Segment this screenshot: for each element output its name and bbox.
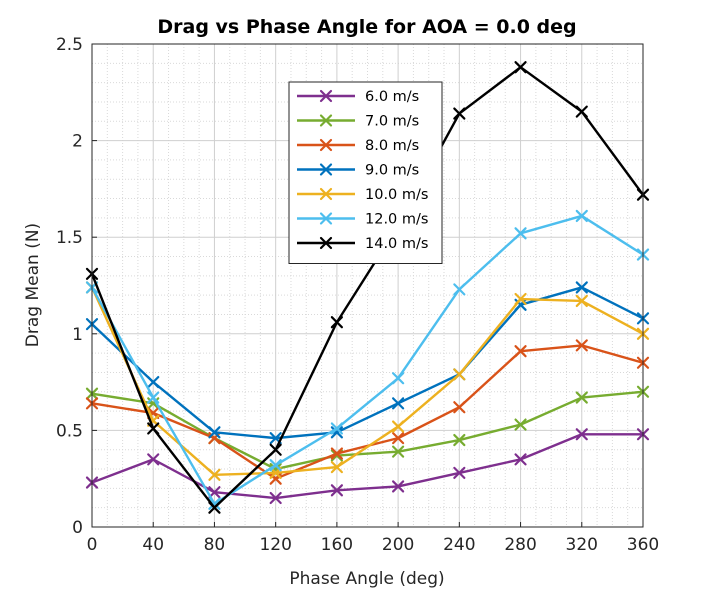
legend-item: 9.0 m/s bbox=[297, 163, 419, 179]
data-point-marker bbox=[330, 484, 343, 497]
x-tick-label: 160 bbox=[321, 535, 353, 555]
x-tick-label: 40 bbox=[142, 535, 164, 555]
legend-item: 7.0 m/s bbox=[297, 114, 419, 130]
legend-marker bbox=[319, 212, 333, 225]
series-line bbox=[91, 286, 644, 440]
legend: 6.0 m/s 7.0 m/s 8.0 m/s 9.0 m/s 10.0 m/s 12.0… bbox=[288, 81, 443, 264]
series-layer bbox=[85, 61, 650, 514]
data-point-marker bbox=[269, 443, 282, 456]
x-tick-label: 80 bbox=[204, 535, 226, 555]
data-point-marker bbox=[330, 461, 343, 474]
data-point-marker bbox=[392, 445, 405, 458]
series-line bbox=[91, 390, 644, 471]
data-point-marker bbox=[575, 428, 588, 441]
series-line bbox=[90, 286, 644, 477]
data-point-marker bbox=[453, 466, 466, 480]
data-point-marker bbox=[575, 339, 588, 352]
data-point-marker bbox=[208, 497, 221, 510]
legend-label: 7.0 m/s bbox=[365, 114, 419, 130]
y-tick-label: 1.5 bbox=[56, 228, 83, 248]
legend-marker bbox=[319, 138, 333, 152]
legend-label: 12.0 m/s bbox=[365, 212, 428, 228]
legend-item: 10.0 m/s bbox=[297, 187, 428, 203]
legend-label: 9.0 m/s bbox=[365, 163, 419, 179]
data-point-marker bbox=[330, 316, 343, 329]
legend-label: 8.0 m/s bbox=[365, 138, 419, 154]
data-point-marker bbox=[514, 292, 527, 306]
data-point-marker bbox=[208, 468, 221, 481]
chart-title: Drag vs Phase Angle for AOA = 0.0 deg bbox=[157, 16, 576, 38]
legend-label: 6.0 m/s bbox=[365, 89, 419, 105]
legend-marker bbox=[319, 163, 333, 176]
y-tick-label: 0 bbox=[72, 518, 83, 538]
data-point-marker bbox=[575, 105, 588, 118]
data-point-marker bbox=[269, 491, 282, 505]
legend-label: 14.0 m/s bbox=[365, 236, 428, 252]
data-point-marker bbox=[453, 433, 466, 447]
data-point-marker bbox=[514, 61, 527, 74]
data-point-marker bbox=[330, 447, 343, 460]
legend-marker bbox=[319, 89, 333, 103]
y-tick-label: 2.5 bbox=[56, 35, 83, 55]
data-point-marker bbox=[208, 486, 221, 499]
legend-item: 12.0 m/s bbox=[297, 212, 428, 228]
data-point-marker bbox=[514, 418, 527, 431]
legend-item: 8.0 m/s bbox=[297, 138, 419, 154]
x-axis-label: Phase Angle (deg) bbox=[289, 569, 444, 589]
data-point-marker bbox=[514, 345, 527, 358]
data-point-marker bbox=[392, 397, 405, 410]
series-1 bbox=[85, 428, 650, 505]
data-point-marker bbox=[147, 376, 160, 389]
series-4 bbox=[85, 281, 650, 445]
legend-label: 10.0 m/s bbox=[365, 187, 428, 203]
data-point-marker bbox=[392, 420, 405, 433]
data-point-marker bbox=[453, 107, 466, 120]
y-axis-label: Drag Mean (N) bbox=[23, 223, 43, 347]
data-point-marker bbox=[575, 281, 588, 294]
legend-marker bbox=[319, 187, 333, 201]
ticks-layer: 0 40 80 120 160 200 240 280 320 360 0 0.5 1 1.5 2 2.5 bbox=[56, 35, 659, 555]
data-point-marker bbox=[147, 391, 160, 404]
plot-frame bbox=[91, 43, 644, 528]
data-point-marker bbox=[330, 422, 343, 435]
y-tick-label: 0.5 bbox=[56, 421, 83, 441]
y-tick-label: 2 bbox=[72, 132, 83, 152]
data-point-marker bbox=[453, 283, 466, 296]
x-tick-label: 360 bbox=[627, 535, 659, 555]
legend-item: 14.0 m/s bbox=[297, 236, 428, 252]
legend-box bbox=[288, 81, 443, 264]
data-point-marker bbox=[147, 422, 160, 435]
data-point-marker bbox=[147, 453, 160, 466]
series-line bbox=[90, 214, 644, 506]
series-2 bbox=[85, 385, 650, 476]
x-tick-label: 280 bbox=[504, 535, 536, 555]
data-point-marker bbox=[269, 459, 282, 472]
legend-marker bbox=[319, 114, 333, 127]
x-tick-label: 0 bbox=[87, 535, 98, 555]
data-point-marker bbox=[575, 391, 588, 404]
x-tick-label: 200 bbox=[382, 535, 414, 555]
data-point-marker bbox=[514, 453, 527, 466]
series-line bbox=[91, 433, 643, 500]
x-tick-label: 120 bbox=[259, 535, 291, 555]
data-point-marker bbox=[453, 368, 466, 381]
data-point-marker bbox=[208, 426, 221, 439]
legend-marker bbox=[319, 236, 333, 250]
legend-item: 6.0 m/s bbox=[297, 89, 419, 105]
data-point-marker bbox=[575, 209, 588, 223]
data-point-marker bbox=[575, 294, 588, 308]
data-point-marker bbox=[392, 432, 405, 445]
data-point-marker bbox=[392, 372, 405, 385]
data-point-marker bbox=[514, 227, 527, 240]
data-point-marker bbox=[453, 401, 466, 414]
data-point-marker bbox=[208, 501, 221, 514]
x-tick-label: 240 bbox=[443, 535, 475, 555]
data-point-marker bbox=[330, 426, 343, 439]
series-line bbox=[90, 65, 644, 509]
x-tick-label: 320 bbox=[566, 535, 598, 555]
y-tick-label: 1 bbox=[72, 325, 83, 345]
data-point-marker bbox=[392, 480, 405, 493]
